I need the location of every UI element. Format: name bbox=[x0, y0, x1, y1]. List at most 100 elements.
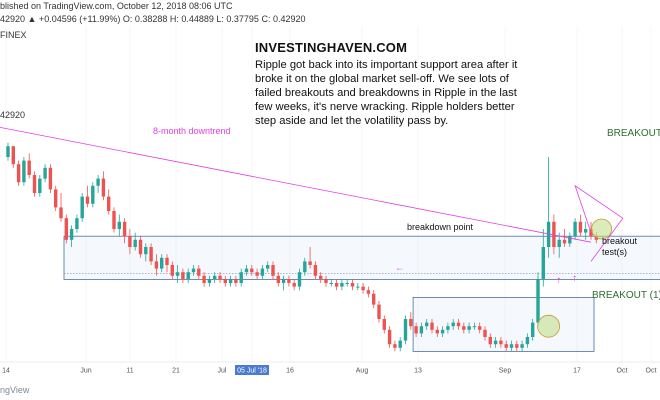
candle-body bbox=[478, 326, 482, 330]
candle bbox=[573, 218, 577, 240]
candles bbox=[6, 142, 598, 352]
candle bbox=[425, 319, 429, 330]
candle bbox=[509, 340, 514, 352]
candle bbox=[22, 157, 26, 186]
x-tick-label: 21 bbox=[172, 368, 180, 375]
candle bbox=[568, 232, 572, 247]
x-tick-label: Jun bbox=[80, 368, 91, 375]
candle-body bbox=[562, 239, 567, 244]
candle bbox=[435, 326, 439, 337]
x-tick-label: Aug bbox=[356, 368, 369, 375]
candle bbox=[313, 261, 318, 280]
candle bbox=[499, 337, 503, 348]
candle-body bbox=[446, 326, 450, 330]
candle-body bbox=[117, 221, 121, 229]
candle-body bbox=[456, 322, 461, 327]
candle-body bbox=[213, 275, 217, 280]
candle bbox=[38, 175, 42, 197]
candle-body bbox=[144, 247, 148, 255]
candle bbox=[308, 247, 312, 269]
candle bbox=[456, 319, 461, 330]
candle-body bbox=[308, 261, 312, 265]
candle bbox=[165, 254, 169, 273]
candle-body bbox=[207, 279, 212, 283]
candle-body bbox=[393, 344, 397, 348]
candle bbox=[520, 340, 524, 352]
candle bbox=[467, 322, 471, 334]
candle-body bbox=[377, 304, 381, 319]
candle bbox=[488, 333, 492, 348]
candle-body bbox=[175, 272, 180, 276]
candle-body bbox=[292, 283, 296, 287]
candle bbox=[112, 207, 116, 233]
candle-body bbox=[234, 279, 238, 283]
breakdown-arrow-icon: ← bbox=[395, 262, 404, 272]
candle bbox=[387, 326, 392, 348]
candle-body bbox=[32, 175, 37, 193]
candle bbox=[69, 225, 74, 247]
candle bbox=[255, 268, 259, 280]
candle-body bbox=[38, 178, 42, 193]
candle-body bbox=[313, 265, 318, 276]
candle-body bbox=[419, 326, 424, 334]
x-tick-label: 05 Jul '18 bbox=[237, 368, 267, 375]
downtrend-label: 8-month downtrend bbox=[153, 126, 231, 136]
tradingview-branding: ngView bbox=[0, 385, 30, 395]
candle-body bbox=[488, 337, 492, 345]
candle-body bbox=[239, 272, 243, 283]
candle bbox=[160, 254, 164, 273]
candle-body bbox=[128, 236, 132, 247]
candle-body bbox=[122, 221, 127, 237]
candle bbox=[515, 340, 519, 352]
candle bbox=[239, 268, 243, 287]
chart-header: blished on TradingView.com, October 12, … bbox=[0, 0, 660, 26]
candle bbox=[117, 214, 121, 237]
candle bbox=[334, 279, 339, 291]
candle-body bbox=[160, 257, 164, 269]
candle-body bbox=[255, 272, 259, 276]
candle-body bbox=[191, 268, 196, 273]
x-tick-label: Sep bbox=[499, 368, 512, 375]
candle bbox=[382, 315, 386, 334]
breakout-1-label: BREAKOUT (1) bbox=[592, 290, 660, 301]
candle-body bbox=[271, 265, 275, 276]
candle-body bbox=[398, 340, 402, 348]
candle-body bbox=[440, 329, 445, 334]
candle-body bbox=[165, 257, 169, 265]
grid bbox=[5, 26, 652, 362]
candle bbox=[96, 175, 100, 193]
candle-body bbox=[22, 160, 26, 183]
breakout-wedge bbox=[574, 184, 624, 262]
candle-body bbox=[250, 268, 254, 273]
candle-body bbox=[85, 196, 90, 204]
candle bbox=[64, 214, 68, 244]
candle bbox=[244, 265, 249, 276]
candle-body bbox=[16, 164, 21, 183]
candle-body bbox=[324, 279, 328, 283]
candle-body bbox=[218, 275, 222, 280]
candle-body bbox=[133, 239, 137, 247]
candle-body bbox=[414, 326, 418, 334]
x-axis: 14 Jun 11 21 Jul 05 Jul '18 16 Aug 13 Sep 17 Oct Oct bbox=[0, 361, 660, 375]
candle-body bbox=[138, 239, 143, 255]
candle bbox=[350, 279, 355, 291]
candle bbox=[297, 268, 302, 291]
candle bbox=[546, 157, 551, 258]
candle-body bbox=[186, 272, 190, 280]
candle-body bbox=[27, 160, 31, 175]
candle-body bbox=[520, 344, 524, 348]
candle bbox=[584, 221, 588, 240]
candle-body bbox=[329, 283, 333, 284]
candle bbox=[91, 182, 95, 208]
candle-body bbox=[504, 344, 508, 348]
candle bbox=[403, 315, 408, 345]
candle-body bbox=[435, 329, 439, 334]
candle-body bbox=[525, 337, 530, 345]
candle bbox=[472, 322, 477, 330]
candle-body bbox=[303, 261, 307, 273]
x-tick-label: 14 bbox=[2, 368, 10, 375]
candle-body bbox=[319, 275, 323, 280]
candle-body bbox=[276, 275, 280, 283]
candle bbox=[319, 272, 323, 283]
candle-body bbox=[573, 221, 577, 237]
